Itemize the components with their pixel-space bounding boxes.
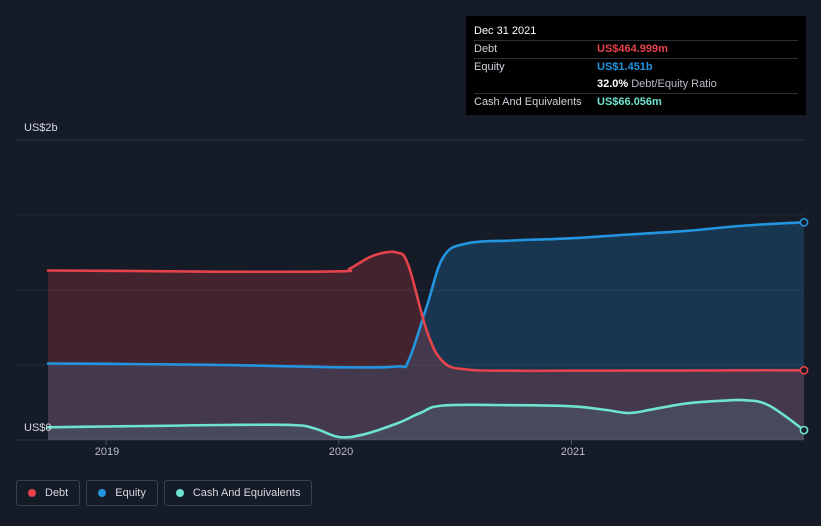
tooltip-row-cash: Cash And Equivalents US$66.056m [474, 93, 798, 111]
legend-label-cash: Cash And Equivalents [192, 487, 301, 499]
debt-area [48, 251, 804, 440]
tooltip-ratio-label: Debt/Equity Ratio [631, 78, 717, 90]
tooltip-equity-label: Equity [474, 61, 505, 73]
cash-and-equivalents-line [46, 398, 806, 439]
x-tick-label-2020: 2020 [328, 446, 354, 458]
x-tick-label-2021: 2021 [560, 446, 586, 458]
tooltip-equity-value: US$1.451b [597, 61, 653, 73]
legend-item-cash[interactable]: Cash And Equivalents [163, 480, 313, 506]
marker-layer [799, 217, 809, 435]
cash-dot-icon [175, 489, 184, 497]
tooltip-cash-label: Cash And Equivalents [474, 96, 582, 108]
debt-line [46, 250, 806, 373]
debt-dot-icon [28, 489, 36, 497]
tooltip-row-debt: Debt US$464.999m [474, 40, 798, 58]
legend-label-equity: Equity [115, 487, 146, 499]
cash-and-equivalents-area [48, 399, 804, 440]
tooltip-row-equity: Equity US$1.451b [474, 58, 798, 76]
x-tick-label-2019: 2019 [94, 446, 120, 458]
tooltip-debt-label: Debt [474, 43, 498, 55]
tooltip-ratio-value: 32.0% [597, 78, 629, 90]
y-axis-bottom-label: US$0 [24, 422, 52, 434]
legend-label-debt: Debt [45, 487, 69, 499]
tooltip-row-ratio: 32.0% Debt/Equity Ratio [474, 76, 798, 93]
equity-end-marker [799, 217, 809, 227]
cash-and-equivalents-end-marker [799, 425, 809, 435]
tooltip-date: Dec 31 2021 [474, 25, 537, 37]
tooltip-debt-value: US$464.999m [597, 43, 668, 55]
y-axis-top-label: US$2b [24, 122, 58, 134]
line-layer [46, 221, 806, 439]
legend-item-equity[interactable]: Equity [86, 480, 158, 506]
debt-end-marker [799, 365, 809, 375]
equity-dot-icon [98, 489, 107, 497]
equity-line [46, 221, 806, 369]
data-tooltip: Dec 31 2021 Debt US$464.999m Equity US$1… [466, 16, 806, 115]
chart-legend: Debt Equity Cash And Equivalents [16, 480, 313, 506]
legend-item-debt[interactable]: Debt [16, 480, 81, 506]
tooltip-cash-value: US$66.056m [597, 96, 662, 108]
